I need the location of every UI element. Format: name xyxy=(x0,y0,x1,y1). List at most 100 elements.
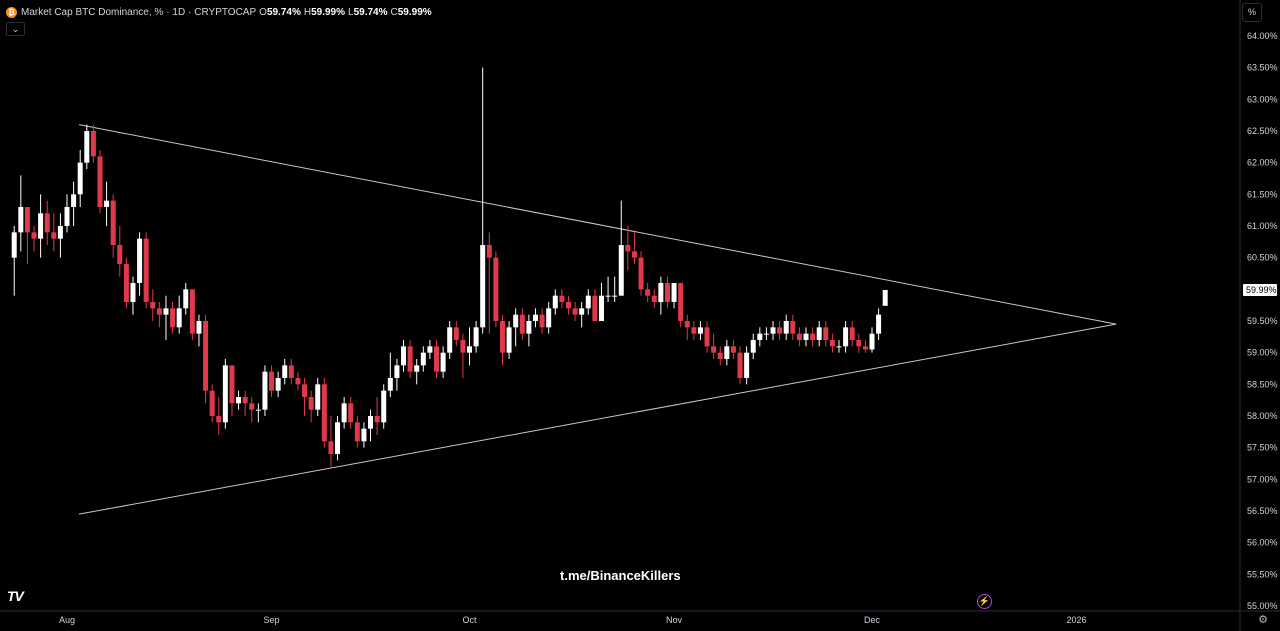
candle-body xyxy=(302,384,308,397)
candle-body xyxy=(71,194,77,207)
ohlc-value: 59.74% xyxy=(353,6,388,18)
y-tick-label: 55.00% xyxy=(1247,601,1278,611)
candle-body xyxy=(414,365,420,372)
candle-body xyxy=(77,162,83,195)
candle-body xyxy=(506,327,512,353)
x-tick-label: Dec xyxy=(864,615,881,625)
candle-body xyxy=(434,346,440,372)
y-tick-label: 56.50% xyxy=(1247,506,1278,516)
candle-body xyxy=(585,295,591,309)
candle-body xyxy=(18,207,24,233)
y-tick-label: 58.00% xyxy=(1247,411,1278,421)
y-tick-label: 63.50% xyxy=(1247,63,1278,73)
symbol-header[interactable]: ₿ Market Cap BTC Dominance, % · 1D · CRY… xyxy=(6,5,432,19)
y-tick-label: 62.00% xyxy=(1247,158,1278,168)
candle-body xyxy=(420,352,426,366)
candle-body xyxy=(335,422,341,454)
y-tick-label: 58.50% xyxy=(1247,379,1278,389)
chevron-down-icon[interactable]: ⌄ xyxy=(6,22,25,36)
price-axis[interactable]: 64.00% 63.50% 63.00% 62.50% 62.00% 61.50% 61.0… xyxy=(1243,31,1278,611)
x-tick-label: Oct xyxy=(462,615,477,625)
candle-body xyxy=(519,314,525,334)
candle-body xyxy=(869,333,875,350)
candle-body xyxy=(598,295,604,321)
x-tick-label: 2026 xyxy=(1067,615,1087,625)
candle-body xyxy=(836,346,842,348)
candle-body xyxy=(671,283,677,302)
candle-body xyxy=(401,346,407,366)
candle-body xyxy=(684,321,690,328)
candle-body xyxy=(645,289,651,296)
candle-body xyxy=(744,352,750,378)
candle-body xyxy=(57,226,63,239)
x-tick-label: Sep xyxy=(264,615,280,625)
candle-body xyxy=(816,327,822,340)
y-tick-label: 56.00% xyxy=(1247,538,1278,548)
candle-body xyxy=(209,390,215,416)
candle-body xyxy=(150,302,156,309)
candle-body xyxy=(862,346,868,350)
candle-body xyxy=(704,327,710,347)
y-tick-label: 59.00% xyxy=(1247,348,1278,358)
candle-body xyxy=(697,327,703,334)
candle-body xyxy=(236,397,242,404)
ohlc-key: H xyxy=(303,6,312,18)
candle-body xyxy=(480,245,486,328)
candle-body xyxy=(90,131,96,157)
candle-body xyxy=(189,289,195,334)
candle-body xyxy=(110,200,116,245)
trendline-upper xyxy=(78,124,1117,325)
y-tick-label: 64.00% xyxy=(1247,31,1278,41)
candle-body xyxy=(876,314,882,334)
candle-body xyxy=(717,352,723,359)
candle-body xyxy=(203,321,209,391)
candle-body xyxy=(572,308,578,315)
candle-body xyxy=(143,238,149,302)
ohlc-key: O xyxy=(259,6,267,18)
candle-body xyxy=(354,422,360,442)
candle-body xyxy=(526,321,532,334)
tradingview-logo[interactable]: TV xyxy=(7,588,24,604)
ohlc-key: L xyxy=(348,6,354,18)
candle-body xyxy=(856,340,862,347)
candle-body xyxy=(11,232,17,258)
candle-body xyxy=(170,308,176,328)
time-axis[interactable]: Aug Sep Oct Nov Dec 2026 xyxy=(59,615,1087,625)
ohlc-value: 59.99% xyxy=(397,6,432,18)
candle-body xyxy=(631,251,637,258)
candle-body xyxy=(513,314,519,328)
candle-body xyxy=(295,378,301,385)
interval-label: · 1D · xyxy=(166,6,192,18)
candle-body xyxy=(664,283,670,302)
candle-body xyxy=(381,390,387,423)
candle-body xyxy=(97,156,103,207)
candle-body xyxy=(579,308,585,315)
candle-body xyxy=(810,333,816,340)
candle-body xyxy=(843,327,849,347)
percent-scale-button[interactable]: % xyxy=(1242,3,1262,22)
candle-body xyxy=(38,213,44,239)
candle-body xyxy=(275,378,281,391)
candle-body xyxy=(763,333,769,335)
y-tick-label: 59.50% xyxy=(1247,316,1278,326)
y-tick-label: 60.50% xyxy=(1247,253,1278,263)
candle-body xyxy=(849,327,855,340)
y-tick-label: 57.50% xyxy=(1247,443,1278,453)
candle-body xyxy=(249,403,255,410)
candle-body xyxy=(407,346,413,372)
candle-body xyxy=(453,327,459,340)
candle-body xyxy=(104,200,110,207)
candle-body xyxy=(460,340,466,353)
candle-body xyxy=(242,397,248,404)
candle-body xyxy=(117,245,123,264)
candle-body xyxy=(486,245,492,258)
candle-body xyxy=(546,308,552,328)
last-price-label: 59.99% xyxy=(1246,285,1277,295)
gear-icon[interactable]: ⚙ xyxy=(1258,614,1268,626)
triangle-trendlines xyxy=(78,124,1117,515)
candle-body xyxy=(882,289,888,306)
candle-body xyxy=(618,245,624,296)
lightning-icon[interactable]: ⚡ xyxy=(977,594,992,609)
